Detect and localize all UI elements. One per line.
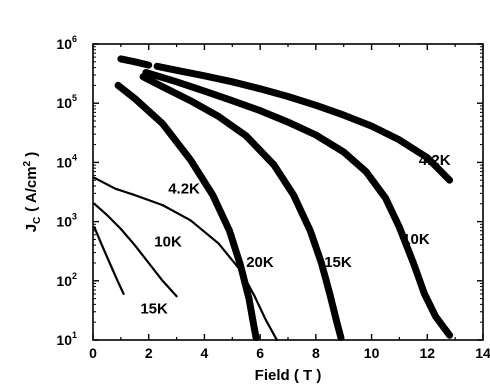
series-label-layer: 4.2K 10K 15K 20K 4.2K 10K 15K <box>140 152 450 317</box>
y-axis-label-sub: C <box>32 217 43 224</box>
series-line <box>93 176 278 342</box>
series-annotation: 4.2K <box>419 152 451 169</box>
series-line <box>114 81 260 341</box>
x-tick-label: 0 <box>89 345 97 361</box>
y-tick-label: 106 <box>56 34 77 52</box>
tick-layer: 0 2 4 6 8 10 12 14 101 102 103 104 105 106 <box>56 34 490 361</box>
x-axis-label: Field ( T ) <box>255 367 322 384</box>
series-line <box>93 202 178 298</box>
series-line <box>93 226 125 295</box>
y-axis-label: JC ( A/cm2 ) <box>22 152 43 233</box>
series-annotation: 10K <box>402 231 430 248</box>
y-tick-label: 102 <box>56 271 77 289</box>
x-tick-label: 14 <box>475 345 490 361</box>
series-annotation: 15K <box>140 301 168 318</box>
y-axis-label-unit-exp: 2 <box>22 160 33 166</box>
series-line <box>139 73 345 341</box>
series-line <box>153 62 454 184</box>
y-tick-label: 101 <box>56 330 77 348</box>
y-tick-label: 104 <box>56 152 77 170</box>
series-annotation: 20K <box>246 254 274 271</box>
x-tick-label: 2 <box>145 345 153 361</box>
y-axis-label-unit-close: ) <box>23 152 40 161</box>
y-tick-label: 103 <box>56 212 77 230</box>
x-tick-label: 8 <box>312 345 320 361</box>
series-layer <box>93 55 454 342</box>
series-annotation: 10K <box>154 233 182 250</box>
y-axis-label-main: J <box>23 224 40 232</box>
x-tick-label: 10 <box>364 345 380 361</box>
series-line <box>142 69 454 339</box>
x-tick-label: 12 <box>419 345 435 361</box>
y-axis-label-unit: ( A/cm <box>23 166 40 211</box>
x-tick-label: 4 <box>201 345 209 361</box>
series-annotation: 4.2K <box>168 180 200 197</box>
series-annotation: 15K <box>324 254 352 271</box>
x-tick-label: 6 <box>256 345 264 361</box>
series-line <box>117 55 153 69</box>
y-tick-label: 105 <box>56 93 77 111</box>
